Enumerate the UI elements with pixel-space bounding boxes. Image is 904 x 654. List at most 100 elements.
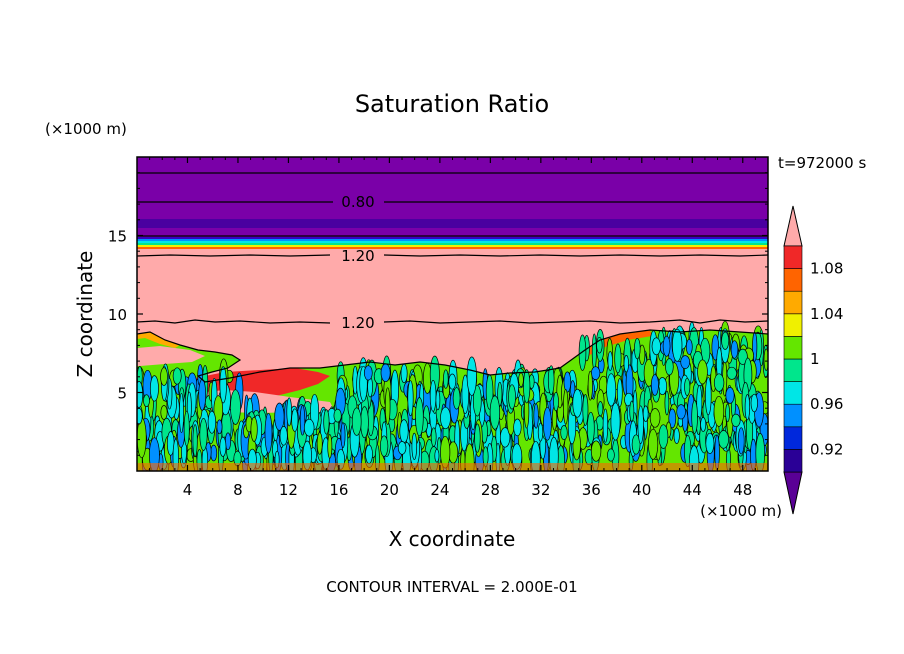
cloud-speckle [668,408,677,429]
cloud-speckle [360,406,369,439]
cloud-speckle [560,425,568,441]
cloud-speckle [553,391,559,412]
cloud-speckle [697,359,708,385]
band-dry-mid [137,219,768,228]
cloud-speckle [474,423,481,453]
cloud-speckle [725,387,735,404]
y-axis: 5 10 15 [108,172,768,456]
x-tick-label-3: 16 [329,481,348,499]
left-edge-pink [137,346,205,366]
x-tick-label-10: 44 [683,481,702,499]
cloud-speckle [323,409,330,435]
cloud-speckle [365,444,373,464]
cloud-speckle [610,402,621,441]
cloud-speckle [397,441,407,455]
cloud-speckle [351,407,362,436]
contour-line-120-top [137,254,768,257]
y-tick-label-1: 10 [108,306,127,324]
cloud-speckle [750,393,758,413]
cloud-speckle [673,427,680,444]
band-transition-4 [137,243,768,245]
colorbar-top-arrow [783,205,803,247]
cloud-speckle [489,395,501,430]
cloud-speckle [658,424,669,449]
cloud-speckle [547,365,555,396]
upper-dry-layer [137,157,768,249]
cloud-speckle [637,405,644,444]
cloud-speckle [587,370,593,401]
cloud-speckle [623,355,629,373]
colorbar-label-4: 1.08 [810,260,843,278]
cloud-speckle [590,440,602,462]
cloud-speckle [513,418,522,437]
x-axis-label: X coordinate [389,527,516,551]
cloud-speckle [597,401,604,417]
cloud-speckle [578,334,587,371]
cloud-speckle [713,373,725,392]
cloud-speckle [602,408,609,443]
band-transition-2 [137,239,768,241]
cloud-speckle [523,369,531,404]
contour-lines [137,172,768,383]
cloud-speckle [647,398,653,415]
cloud-speckle [143,394,150,408]
cloud-speckle [192,424,198,458]
contour-label-3: 1.20 [341,314,374,332]
cloud-speckle [763,348,768,371]
cloud-speckle [183,410,190,447]
cloud-speckle [219,366,227,404]
cloud-speckle [279,426,288,446]
x-tick-label-2: 12 [279,481,298,499]
cloud-speckle [685,338,693,355]
x-tick-label-9: 40 [632,481,651,499]
colorbar-swatch-2 [783,403,803,428]
contour-labels: 0.80 1.20 1.20 [341,193,374,332]
band-dry-low [137,228,768,237]
colorbar-swatch-4 [783,358,803,382]
cloud-speckle [755,433,765,471]
cloud-speckle [549,436,559,471]
cloud-speckle [634,337,641,360]
cloud-speckle [443,369,449,389]
colorbar-swatch-6 [783,313,803,337]
cloud-speckle [497,381,503,407]
colorbar-bottom-arrow [783,471,803,515]
cloud-top-contour [137,329,768,383]
cloud-speckle [435,390,441,411]
cloud-speckle [274,402,285,431]
cloud-speckle [737,348,748,365]
cloud-speckle [380,363,391,383]
cloud-speckle [563,389,569,425]
left-cloud-edge-orange [137,332,180,348]
y-tick-label-0: 5 [117,385,127,403]
contour-interval-footer: CONTOUR INTERVAL = 2.000E-01 [326,578,577,596]
cloud-speckle [379,435,389,457]
cloud-speckle [149,437,160,471]
cloud-speckle [199,417,208,451]
cloud-speckle [172,367,182,385]
cloud-speckle [250,416,258,442]
cloud-speckle [316,432,323,455]
x-unit-label: (×1000 m) [700,502,782,520]
cloud-speckle [586,411,595,445]
cloud-speckle [684,377,691,396]
colorbar: 0.92 0.96 1 1.04 1.08 [783,205,843,515]
cloud-speckle [725,403,730,423]
cloud-speckle [216,419,223,435]
cloud-speckle [327,434,333,459]
cloud-speckle [533,403,539,429]
y-unit-label: (×1000 m) [45,120,127,138]
x-tick-label-7: 32 [531,481,550,499]
cloud-speckle [616,378,623,408]
colorbar-label-1: 0.96 [810,395,843,413]
x-tick-label-5: 24 [430,481,449,499]
cloud-speckle [642,405,649,423]
cloud-speckle [149,375,159,402]
cloud-speckle [543,406,552,441]
x-axis: 4 8 12 16 20 24 28 32 36 40 44 48 [149,157,756,499]
cloud-speckle [726,366,737,380]
colorbar-label-0: 0.92 [810,440,843,458]
cloud-speckle [415,397,424,437]
cloud-speckle [672,328,683,362]
